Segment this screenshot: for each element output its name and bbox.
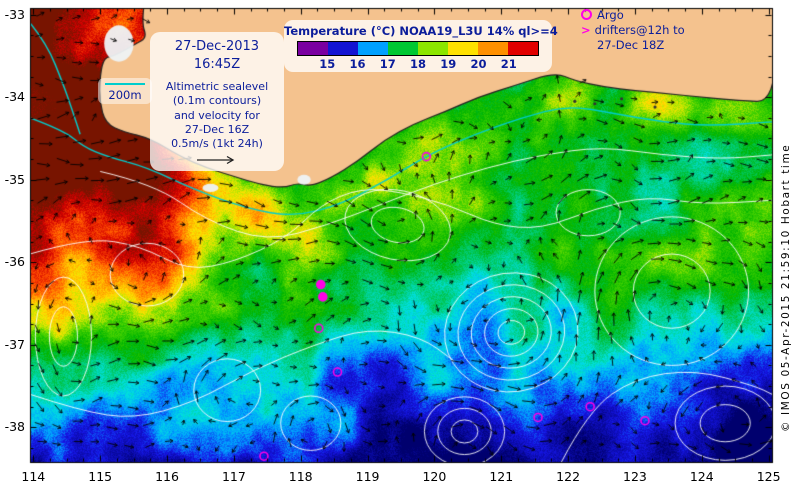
sst-map-canvas [0,0,800,500]
sst-map-figure: Temperature (°C) NOAA19_L3U 14% ql>=4 15… [0,0,800,500]
